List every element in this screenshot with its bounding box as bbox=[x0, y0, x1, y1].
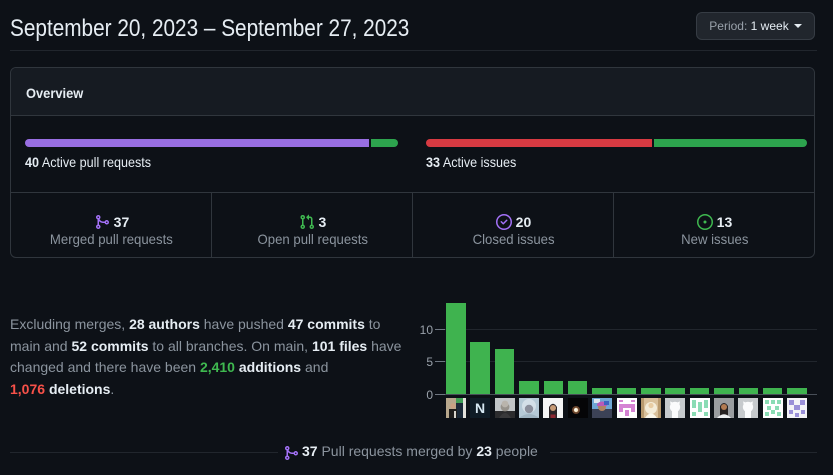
svg-text:N: N bbox=[475, 400, 485, 416]
